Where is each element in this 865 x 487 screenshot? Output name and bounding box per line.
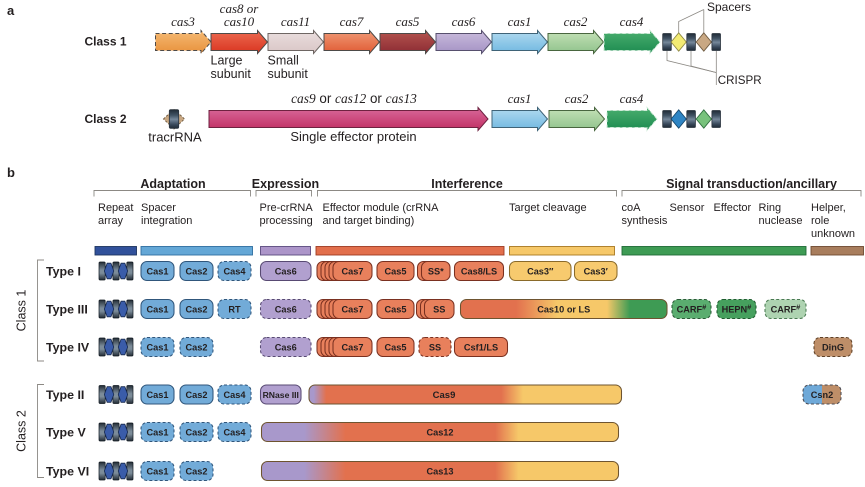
svg-text:Type V: Type V bbox=[46, 426, 86, 440]
svg-text:subunit: subunit bbox=[268, 67, 309, 81]
svg-text:Pre-crRNA: Pre-crRNA bbox=[260, 202, 314, 214]
svg-text:Cas2: Cas2 bbox=[186, 390, 208, 400]
svg-text:Type IV: Type IV bbox=[46, 341, 90, 355]
svg-text:Cas7: Cas7 bbox=[342, 343, 364, 353]
svg-text:cas2: cas2 bbox=[564, 14, 588, 29]
svg-text:Cas2: Cas2 bbox=[186, 305, 208, 315]
svg-text:array: array bbox=[98, 215, 124, 227]
svg-text:Effector module (crRNA: Effector module (crRNA bbox=[323, 202, 440, 214]
svg-text:Csf1/LS: Csf1/LS bbox=[464, 343, 498, 353]
svg-text:cas7: cas7 bbox=[340, 14, 364, 29]
svg-text:cas9 or cas12 or cas13: cas9 or cas12 or cas13 bbox=[291, 91, 417, 106]
svg-text:Cas1: Cas1 bbox=[147, 467, 169, 477]
svg-text:CARF#: CARF# bbox=[677, 303, 708, 315]
svg-text:Spacers: Spacers bbox=[707, 0, 751, 14]
svg-text:Cas13: Cas13 bbox=[426, 467, 453, 477]
svg-text:Signal transduction/ancillary: Signal transduction/ancillary bbox=[666, 177, 837, 191]
svg-text:Cas7: Cas7 bbox=[342, 305, 364, 315]
svg-text:SS: SS bbox=[429, 343, 441, 353]
svg-text:Cas1: Cas1 bbox=[147, 343, 169, 353]
svg-text:Repeat: Repeat bbox=[98, 202, 133, 214]
svg-text:DinG: DinG bbox=[822, 343, 844, 353]
svg-text:cas6: cas6 bbox=[452, 14, 476, 29]
svg-text:Expression: Expression bbox=[252, 177, 319, 191]
svg-text:Sensor: Sensor bbox=[670, 202, 705, 214]
svg-text:Helper,: Helper, bbox=[811, 202, 846, 214]
svg-text:Ring: Ring bbox=[759, 202, 782, 214]
svg-text:Small: Small bbox=[268, 54, 299, 68]
svg-text:Cas12: Cas12 bbox=[426, 428, 453, 438]
svg-text:cas4: cas4 bbox=[620, 91, 644, 106]
svg-text:Cas7: Cas7 bbox=[342, 267, 364, 277]
svg-text:Cas9: Cas9 bbox=[433, 390, 456, 401]
svg-text:tracrRNA: tracrRNA bbox=[148, 130, 202, 145]
svg-text:Class 2: Class 2 bbox=[15, 410, 29, 452]
svg-text:nuclease: nuclease bbox=[759, 215, 803, 227]
svg-text:cas4: cas4 bbox=[620, 14, 644, 29]
svg-text:processing: processing bbox=[260, 215, 313, 227]
svg-text:cas2: cas2 bbox=[565, 91, 589, 106]
svg-text:a: a bbox=[7, 3, 15, 18]
svg-text:Cas10 or LS: Cas10 or LS bbox=[537, 305, 590, 315]
svg-text:cas5: cas5 bbox=[396, 14, 420, 29]
svg-text:role: role bbox=[811, 215, 829, 227]
svg-text:Cas6: Cas6 bbox=[275, 305, 297, 315]
svg-text:Cas4: Cas4 bbox=[224, 267, 247, 277]
svg-text:Cas3″: Cas3″ bbox=[527, 267, 554, 277]
svg-text:CRISPR: CRISPR bbox=[718, 74, 762, 87]
svg-text:Target cleavage: Target cleavage bbox=[509, 202, 587, 214]
svg-text:Cas4: Cas4 bbox=[224, 390, 247, 400]
svg-text:subunit: subunit bbox=[211, 67, 252, 81]
svg-text:Cas8/LS: Cas8/LS bbox=[461, 267, 497, 277]
svg-text:cas1: cas1 bbox=[508, 14, 532, 29]
svg-text:Class 1: Class 1 bbox=[85, 34, 127, 48]
svg-text:Spacer: Spacer bbox=[141, 202, 176, 214]
svg-text:synthesis: synthesis bbox=[622, 215, 668, 227]
svg-text:coA: coA bbox=[622, 202, 642, 214]
svg-text:Cas5: Cas5 bbox=[385, 267, 407, 277]
svg-text:Cas2: Cas2 bbox=[186, 343, 208, 353]
svg-text:SS: SS bbox=[433, 305, 445, 315]
svg-text:and target binding): and target binding) bbox=[323, 215, 415, 227]
svg-text:Class 1: Class 1 bbox=[15, 290, 29, 332]
svg-text:cas11: cas11 bbox=[281, 14, 310, 29]
svg-text:RT: RT bbox=[228, 305, 241, 315]
svg-text:Interference: Interference bbox=[431, 177, 503, 191]
svg-text:RNase III: RNase III bbox=[263, 390, 299, 400]
svg-text:Cas1: Cas1 bbox=[147, 428, 169, 438]
svg-text:Csn2: Csn2 bbox=[811, 390, 833, 400]
svg-text:Cas6: Cas6 bbox=[275, 267, 297, 277]
svg-text:Cas2: Cas2 bbox=[186, 467, 208, 477]
svg-text:Cas2: Cas2 bbox=[186, 428, 208, 438]
svg-text:cas1: cas1 bbox=[508, 91, 532, 106]
svg-text:Type II: Type II bbox=[46, 388, 84, 402]
svg-text:Type I: Type I bbox=[46, 265, 81, 279]
svg-text:unknown: unknown bbox=[811, 228, 855, 240]
svg-text:cas8 or: cas8 or bbox=[220, 1, 260, 16]
svg-text:HEPN#: HEPN# bbox=[722, 303, 753, 315]
svg-text:cas10: cas10 bbox=[224, 14, 255, 29]
svg-text:Cas3′: Cas3′ bbox=[584, 267, 609, 277]
svg-text:Cas6: Cas6 bbox=[275, 343, 297, 353]
svg-text:Adaptation: Adaptation bbox=[140, 177, 205, 191]
svg-text:CARF#: CARF# bbox=[771, 303, 802, 315]
svg-text:integration: integration bbox=[141, 215, 192, 227]
svg-text:Type III: Type III bbox=[46, 303, 88, 317]
svg-text:Cas1: Cas1 bbox=[147, 267, 169, 277]
svg-text:Effector: Effector bbox=[714, 202, 752, 214]
svg-text:Cas2: Cas2 bbox=[186, 267, 208, 277]
svg-text:Cas1: Cas1 bbox=[147, 390, 169, 400]
svg-text:Single effector protein: Single effector protein bbox=[290, 129, 416, 144]
svg-text:b: b bbox=[7, 165, 15, 180]
svg-text:SS*: SS* bbox=[428, 267, 444, 277]
svg-text:Large: Large bbox=[211, 54, 243, 68]
svg-text:Class 2: Class 2 bbox=[85, 112, 127, 126]
svg-text:Cas5: Cas5 bbox=[385, 343, 407, 353]
svg-text:cas3: cas3 bbox=[171, 14, 195, 29]
svg-text:Cas5: Cas5 bbox=[385, 305, 407, 315]
svg-text:Type VI: Type VI bbox=[46, 465, 89, 479]
svg-text:Cas1: Cas1 bbox=[147, 305, 169, 315]
svg-text:Cas4: Cas4 bbox=[224, 428, 247, 438]
